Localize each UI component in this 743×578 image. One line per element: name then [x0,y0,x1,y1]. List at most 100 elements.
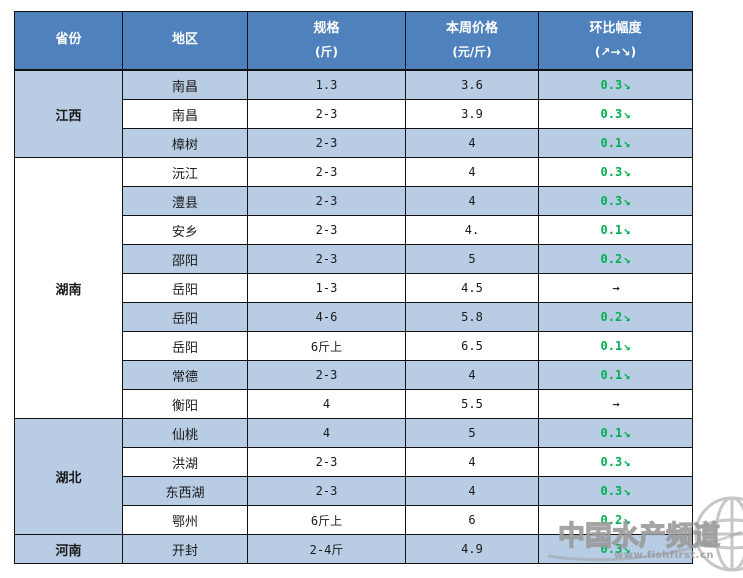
table-body: 江西 南昌 1.3 3.6 0.3↘ 南昌 2-3 3.9 0.3↘ 樟树 2-3 4 0.1↘ 湖南 沅江… [14,69,693,564]
spec-cell: 2-3 [247,157,406,187]
region-cell: 常德 [122,360,248,390]
change-value: 0.1 [600,339,623,353]
change-value: 0.1 [600,426,623,440]
fish-price-table: 省份 地区 规格 (斤) 本周价格 (元/斤) 环比幅度 (↗→↘) [14,11,693,564]
table-row: 衡阳 4 5.5 → [15,389,693,419]
province-cell: 河南 [14,534,123,564]
region-cell: 樟树 [122,128,248,158]
region-cell: 岳阳 [122,273,248,303]
price-cell: 4 [405,447,539,477]
region-cell: 洪湖 [122,447,248,477]
spec-cell: 2-3 [247,215,406,245]
table-row: 邵阳 2-3 5 0.2↘ [15,244,693,274]
spec-cell: 2-3 [247,99,406,129]
price-cell: 5 [405,418,539,448]
price-cell: 4.9 [405,534,539,564]
change-cell: → [538,389,693,419]
change-value: 0.3 [600,78,623,92]
change-arrow-icon: ↘ [623,426,631,440]
change-cell: 0.2↘ [538,244,693,274]
change-cell: 0.1↘ [538,215,693,245]
change-value: 0.3 [600,165,623,179]
change-arrow-icon: ↘ [623,252,631,266]
change-cell: 0.1↘ [538,331,693,361]
table-row: 樟树 2-3 4 0.1↘ [15,128,693,158]
change-value: 0.3 [600,194,623,208]
change-value: 0.1 [600,368,623,382]
header-spec: 规格 (斤) [247,11,406,71]
change-arrow-icon: ↘ [623,107,631,121]
header-change: 环比幅度 (↗→↘) [538,11,693,71]
change-value: 0.3 [600,107,623,121]
change-cell: 0.1↘ [538,418,693,448]
price-cell: 4. [405,215,539,245]
change-cell: → [538,273,693,303]
header-change-arrows-icon: (↗→↘) [594,45,637,60]
header-region-label: 地区 [171,32,198,48]
change-cell: 0.3↘ [538,157,693,187]
change-arrow-icon: ↘ [623,223,631,237]
table-row: 洪湖 2-3 4 0.3↘ [15,447,693,477]
header-spec-label: 规格 [313,20,340,36]
change-value: 0.2 [600,310,623,324]
price-cell: 5.5 [405,389,539,419]
table-row: 岳阳 4-6 5.8 0.2↘ [15,302,693,332]
price-cell: 5 [405,244,539,274]
table-row: 湖南 沅江 2-3 4 0.3↘ [14,157,693,419]
region-cell: 澧县 [122,186,248,216]
header-region: 地区 [122,11,248,71]
price-cell: 6.5 [405,331,539,361]
spec-cell: 2-3 [247,476,406,506]
change-arrow-icon: ↘ [623,78,631,92]
change-cell: 0.3↘ [538,447,693,477]
price-cell: 4 [405,476,539,506]
spec-cell: 2-3 [247,128,406,158]
table-row: 东西湖 2-3 4 0.3↘ [15,476,693,506]
region-cell: 南昌 [122,69,248,100]
spec-cell: 6斤上 [247,331,406,361]
table-row: 南昌 2-3 3.9 0.3↘ [15,99,693,129]
change-value: 0.1 [600,136,623,150]
change-value: 0.3 [600,542,623,556]
change-arrow-icon: ↘ [623,194,631,208]
change-arrow-icon: ↘ [623,165,631,179]
table-row: 岳阳 1-3 4.5 → [15,273,693,303]
province-cell: 江西 [14,69,123,158]
table-row: 河南 开封 2-4斤 4.9 0.3↘ [14,534,693,564]
change-cell: 0.1↘ [538,128,693,158]
change-cell: 0.3↘ [538,186,693,216]
change-arrow-icon: → [612,281,620,295]
price-cell: 4 [405,360,539,390]
table-row: 常德 2-3 4 0.1↘ [15,360,693,390]
region-cell: 岳阳 [122,331,248,361]
price-cell: 4 [405,157,539,187]
spec-cell: 2-3 [247,244,406,274]
change-value: 0.2 [600,513,623,527]
price-cell: 6 [405,505,539,535]
region-cell: 东西湖 [122,476,248,506]
price-cell: 4 [405,128,539,158]
region-cell: 仙桃 [122,418,248,448]
region-cell: 安乡 [122,215,248,245]
spec-cell: 2-3 [247,360,406,390]
price-cell: 3.9 [405,99,539,129]
change-cell: 0.3↘ [538,476,693,506]
change-arrow-icon: ↘ [623,368,631,382]
region-cell: 鄂州 [122,505,248,535]
change-arrow-icon: → [612,397,620,411]
price-cell: 5.8 [405,302,539,332]
table-header: 省份 地区 规格 (斤) 本周价格 (元/斤) 环比幅度 (↗→↘) [14,11,693,71]
change-cell: 0.2↘ [538,302,693,332]
table-row: 鄂州 6斤上 6 0.2↘ [15,505,693,535]
header-province: 省份 [14,11,123,71]
change-arrow-icon: ↘ [623,136,631,150]
change-cell: 0.3↘ [538,534,693,564]
header-price-unit: (元/斤) [452,45,492,60]
header-change-label: 环比幅度 [589,20,642,36]
region-cell: 邵阳 [122,244,248,274]
table-row: 江西 南昌 1.3 3.6 0.3↘ [14,69,693,158]
region-cell: 沅江 [122,157,248,187]
spec-cell: 6斤上 [247,505,406,535]
spec-cell: 4-6 [247,302,406,332]
